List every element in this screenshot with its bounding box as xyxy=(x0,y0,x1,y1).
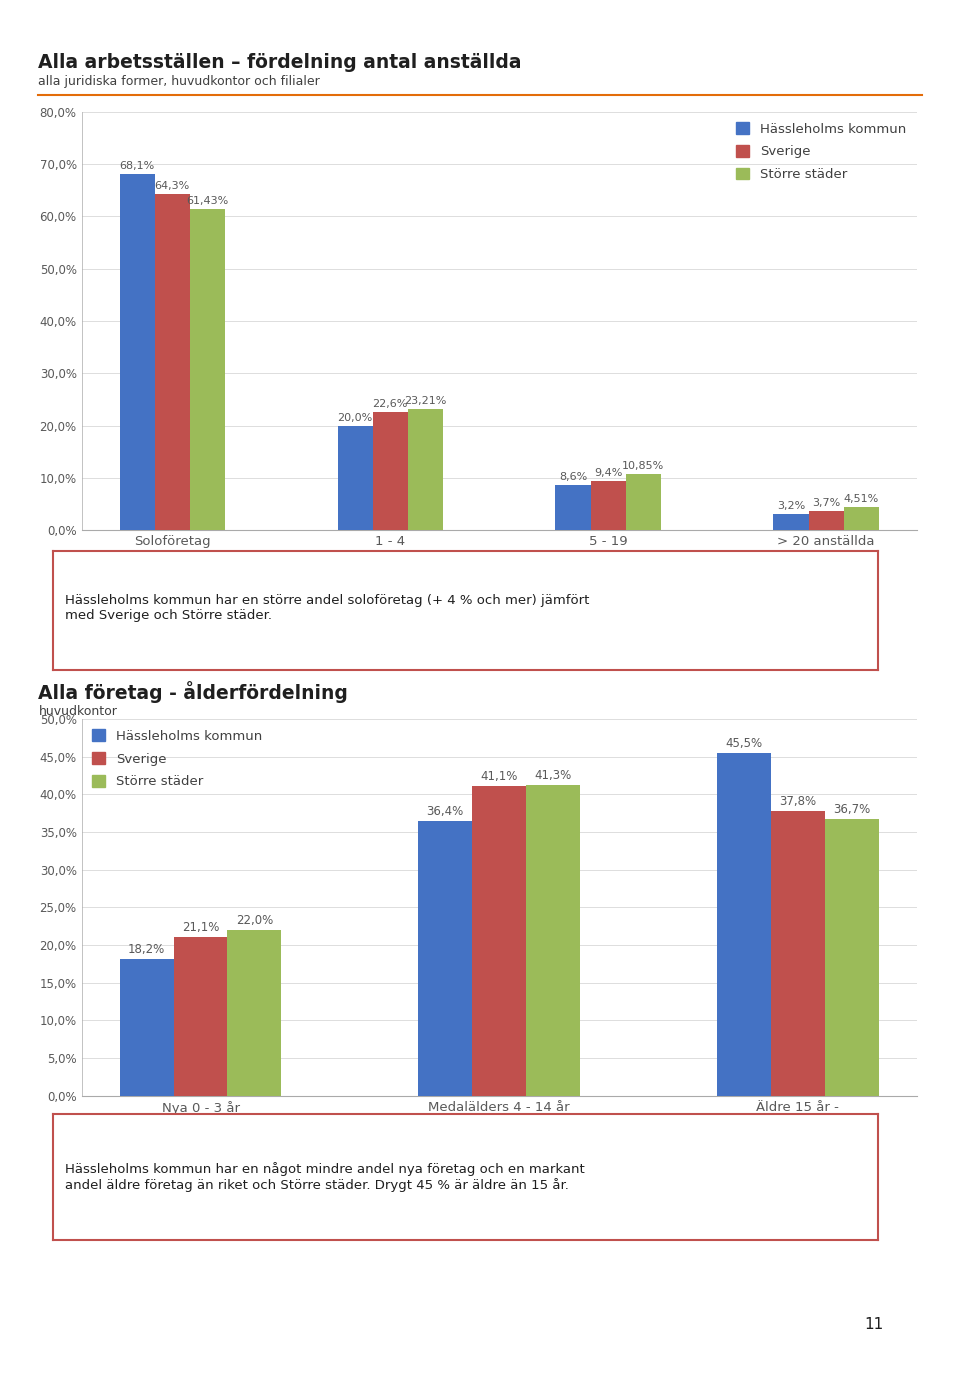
Bar xyxy=(771,811,825,1096)
Text: alla juridiska former, huvudkontor och filialer: alla juridiska former, huvudkontor och f… xyxy=(38,75,320,88)
Text: 9,4%: 9,4% xyxy=(594,468,622,477)
Legend: Hässleholms kommun, Sverige, Större städer: Hässleholms kommun, Sverige, Större städ… xyxy=(732,119,910,184)
Text: 18,2%: 18,2% xyxy=(128,942,165,956)
Text: 68,1%: 68,1% xyxy=(119,161,155,170)
Text: 61,43%: 61,43% xyxy=(186,195,228,205)
Bar xyxy=(408,409,443,530)
Text: Alla arbetsställen – fördelning antal anställda: Alla arbetsställen – fördelning antal an… xyxy=(38,53,522,73)
Text: huvudkontor: huvudkontor xyxy=(38,705,117,718)
Text: 45,5%: 45,5% xyxy=(726,737,762,750)
Text: 4,51%: 4,51% xyxy=(844,494,879,504)
Text: 23,21%: 23,21% xyxy=(404,396,446,406)
Text: 8,6%: 8,6% xyxy=(559,472,588,483)
Bar xyxy=(419,821,472,1096)
Bar xyxy=(844,507,878,530)
Bar xyxy=(338,426,372,530)
Bar xyxy=(808,511,844,530)
Bar xyxy=(228,930,281,1096)
Text: 3,2%: 3,2% xyxy=(777,501,805,511)
Text: 20,0%: 20,0% xyxy=(338,413,372,423)
Bar xyxy=(717,752,771,1096)
Bar xyxy=(120,959,174,1096)
Text: 21,1%: 21,1% xyxy=(181,921,219,934)
Bar xyxy=(155,194,190,530)
Text: 41,3%: 41,3% xyxy=(535,769,572,782)
Text: 22,6%: 22,6% xyxy=(372,399,408,409)
Text: 64,3%: 64,3% xyxy=(155,180,190,191)
Text: 36,4%: 36,4% xyxy=(426,805,464,818)
Bar xyxy=(590,482,626,530)
Text: 10,85%: 10,85% xyxy=(622,461,664,470)
Text: 37,8%: 37,8% xyxy=(780,794,816,808)
Legend: Hässleholms kommun, Sverige, Större städer: Hässleholms kommun, Sverige, Större städ… xyxy=(88,726,266,792)
Text: 41,1%: 41,1% xyxy=(481,771,517,783)
Bar xyxy=(472,786,526,1096)
Bar xyxy=(556,486,590,530)
Bar xyxy=(774,514,808,530)
Text: 3,7%: 3,7% xyxy=(812,498,840,508)
Text: 36,7%: 36,7% xyxy=(833,803,871,817)
Text: 22,0%: 22,0% xyxy=(236,914,273,927)
Bar xyxy=(190,209,225,530)
Bar xyxy=(626,473,660,530)
Bar xyxy=(526,785,580,1096)
Text: Hässleholms kommun har en större andel soloföretag (+ 4 % och mer) jämfört
med S: Hässleholms kommun har en större andel s… xyxy=(65,595,589,623)
Text: Hässleholms kommun har en något mindre andel nya företag och en markant
andel äl: Hässleholms kommun har en något mindre a… xyxy=(65,1161,585,1192)
Bar xyxy=(825,819,878,1096)
Text: 11: 11 xyxy=(864,1316,883,1332)
Bar xyxy=(372,412,408,530)
Bar xyxy=(174,937,228,1096)
Bar xyxy=(120,174,155,530)
Text: Alla företag - ålderfördelning: Alla företag - ålderfördelning xyxy=(38,681,348,704)
